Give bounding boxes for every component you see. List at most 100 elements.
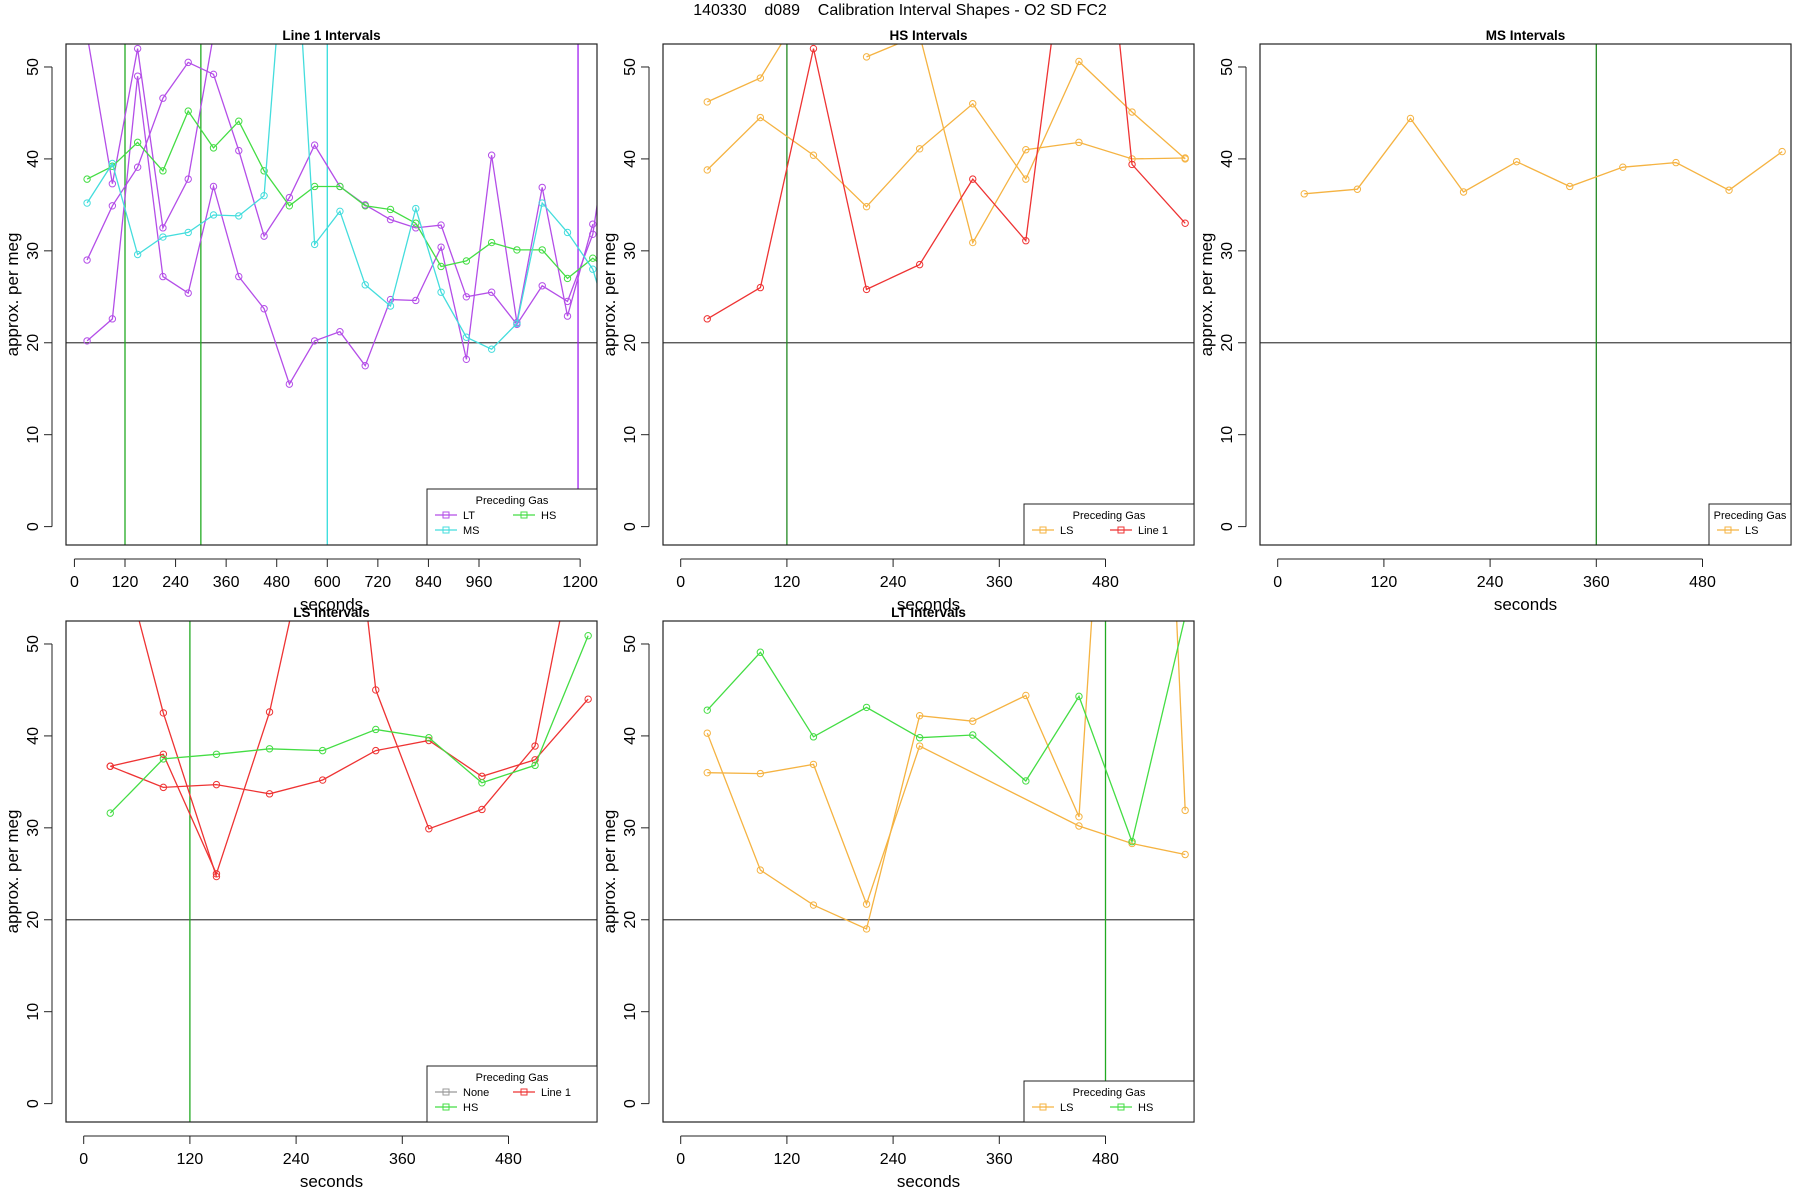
data-point [756, 769, 765, 778]
data-point [159, 224, 167, 232]
y-tick-label: 50 [25, 635, 42, 653]
x-axis-label: seconds [300, 595, 363, 614]
data-point [209, 70, 218, 79]
data-point [285, 202, 294, 210]
data-point [159, 783, 168, 792]
legend-label: None [463, 1087, 489, 1099]
plot-frame [65, 620, 598, 1123]
y-tick-label: 10 [622, 1003, 639, 1021]
x-tick-label: 240 [283, 1151, 310, 1168]
data-point [563, 228, 572, 237]
data-point [184, 228, 192, 237]
chart-panel-3: MS Intervals 0 120 240 360 480 seconds 0 10 20 30 4… [1197, 28, 1792, 614]
series-line [706, 621, 1093, 930]
data-point [1022, 237, 1030, 245]
data-point [1672, 158, 1680, 167]
series-line [301, 44, 597, 350]
x-axis-label: seconds [300, 1172, 363, 1191]
y-tick-label: 40 [25, 150, 42, 168]
data-point [487, 345, 496, 353]
data-point [212, 750, 221, 758]
data-point [538, 199, 546, 207]
data-point [425, 734, 433, 742]
data-point [133, 250, 142, 259]
data-point [83, 199, 91, 207]
legend-label: LT [463, 510, 475, 522]
data-point [1022, 175, 1030, 183]
legend-title: Preceding Gas [476, 1072, 549, 1084]
y-tick-label: 20 [25, 334, 42, 352]
data-point [703, 768, 711, 777]
panel-title: MS Intervals [1486, 28, 1566, 43]
data-point [915, 145, 924, 153]
data-point [1300, 190, 1308, 198]
x-tick-label: 120 [177, 1151, 204, 1168]
y-tick-label: 0 [622, 1099, 639, 1108]
data-point [260, 232, 268, 240]
data-point [756, 113, 765, 122]
y-tick-label: 10 [25, 1003, 42, 1021]
data-point [531, 742, 539, 750]
legend-label: HS [1138, 1102, 1153, 1114]
legend-box [1023, 1080, 1195, 1123]
plot-frame [1259, 43, 1792, 546]
data-point [437, 243, 445, 251]
data-point [1075, 692, 1083, 701]
y-tick-label: 50 [1219, 58, 1236, 76]
data-point [598, 174, 604, 180]
legend-title: Preceding Gas [1714, 510, 1787, 522]
legend-title: Preceding Gas [1073, 1087, 1146, 1099]
y-tick-label: 10 [622, 426, 639, 444]
data-point [703, 729, 711, 737]
series-line [110, 621, 291, 876]
y-axis-label: approx. per meg [1197, 233, 1216, 357]
data-point [412, 296, 420, 305]
data-point [862, 925, 871, 933]
data-point [531, 756, 539, 764]
data-point [184, 58, 192, 67]
legend-swatch-marker [1117, 1103, 1125, 1111]
x-tick-label: 600 [314, 574, 341, 591]
data-point [159, 167, 167, 175]
data-point [1406, 114, 1415, 123]
data-point [209, 144, 218, 152]
data-point [862, 703, 871, 712]
data-point [133, 163, 142, 171]
series-line [706, 621, 1185, 844]
data-point [487, 151, 496, 159]
series-line [109, 635, 589, 814]
data-point [372, 725, 380, 734]
panel-title: LS Intervals [293, 605, 370, 620]
data-point [809, 901, 818, 909]
series-line [706, 44, 1052, 320]
data-point [265, 745, 274, 753]
y-tick-label: 20 [1219, 334, 1236, 352]
data-point [437, 221, 445, 229]
data-point [106, 762, 114, 770]
y-axis-label: approx. per meg [600, 233, 619, 357]
x-tick-label: 0 [676, 574, 685, 591]
y-tick-label: 30 [622, 242, 639, 260]
panel-title: HS Intervals [889, 28, 967, 43]
data-point [462, 355, 471, 364]
data-point [531, 761, 539, 770]
data-point [1459, 188, 1468, 196]
data-point [260, 191, 268, 200]
legend-swatch-marker [520, 511, 528, 519]
data-point [969, 238, 977, 247]
data-point [969, 175, 977, 183]
data-point [265, 790, 274, 798]
x-tick-label: 240 [880, 1151, 907, 1168]
data-point [83, 175, 91, 183]
data-point [372, 746, 380, 755]
data-point [756, 648, 765, 656]
legend-label: Line 1 [541, 1087, 571, 1099]
x-tick-label: 120 [1371, 574, 1398, 591]
series-line [138, 621, 218, 877]
data-point [1022, 777, 1030, 785]
data-point [235, 117, 243, 125]
data-point [1512, 157, 1521, 166]
